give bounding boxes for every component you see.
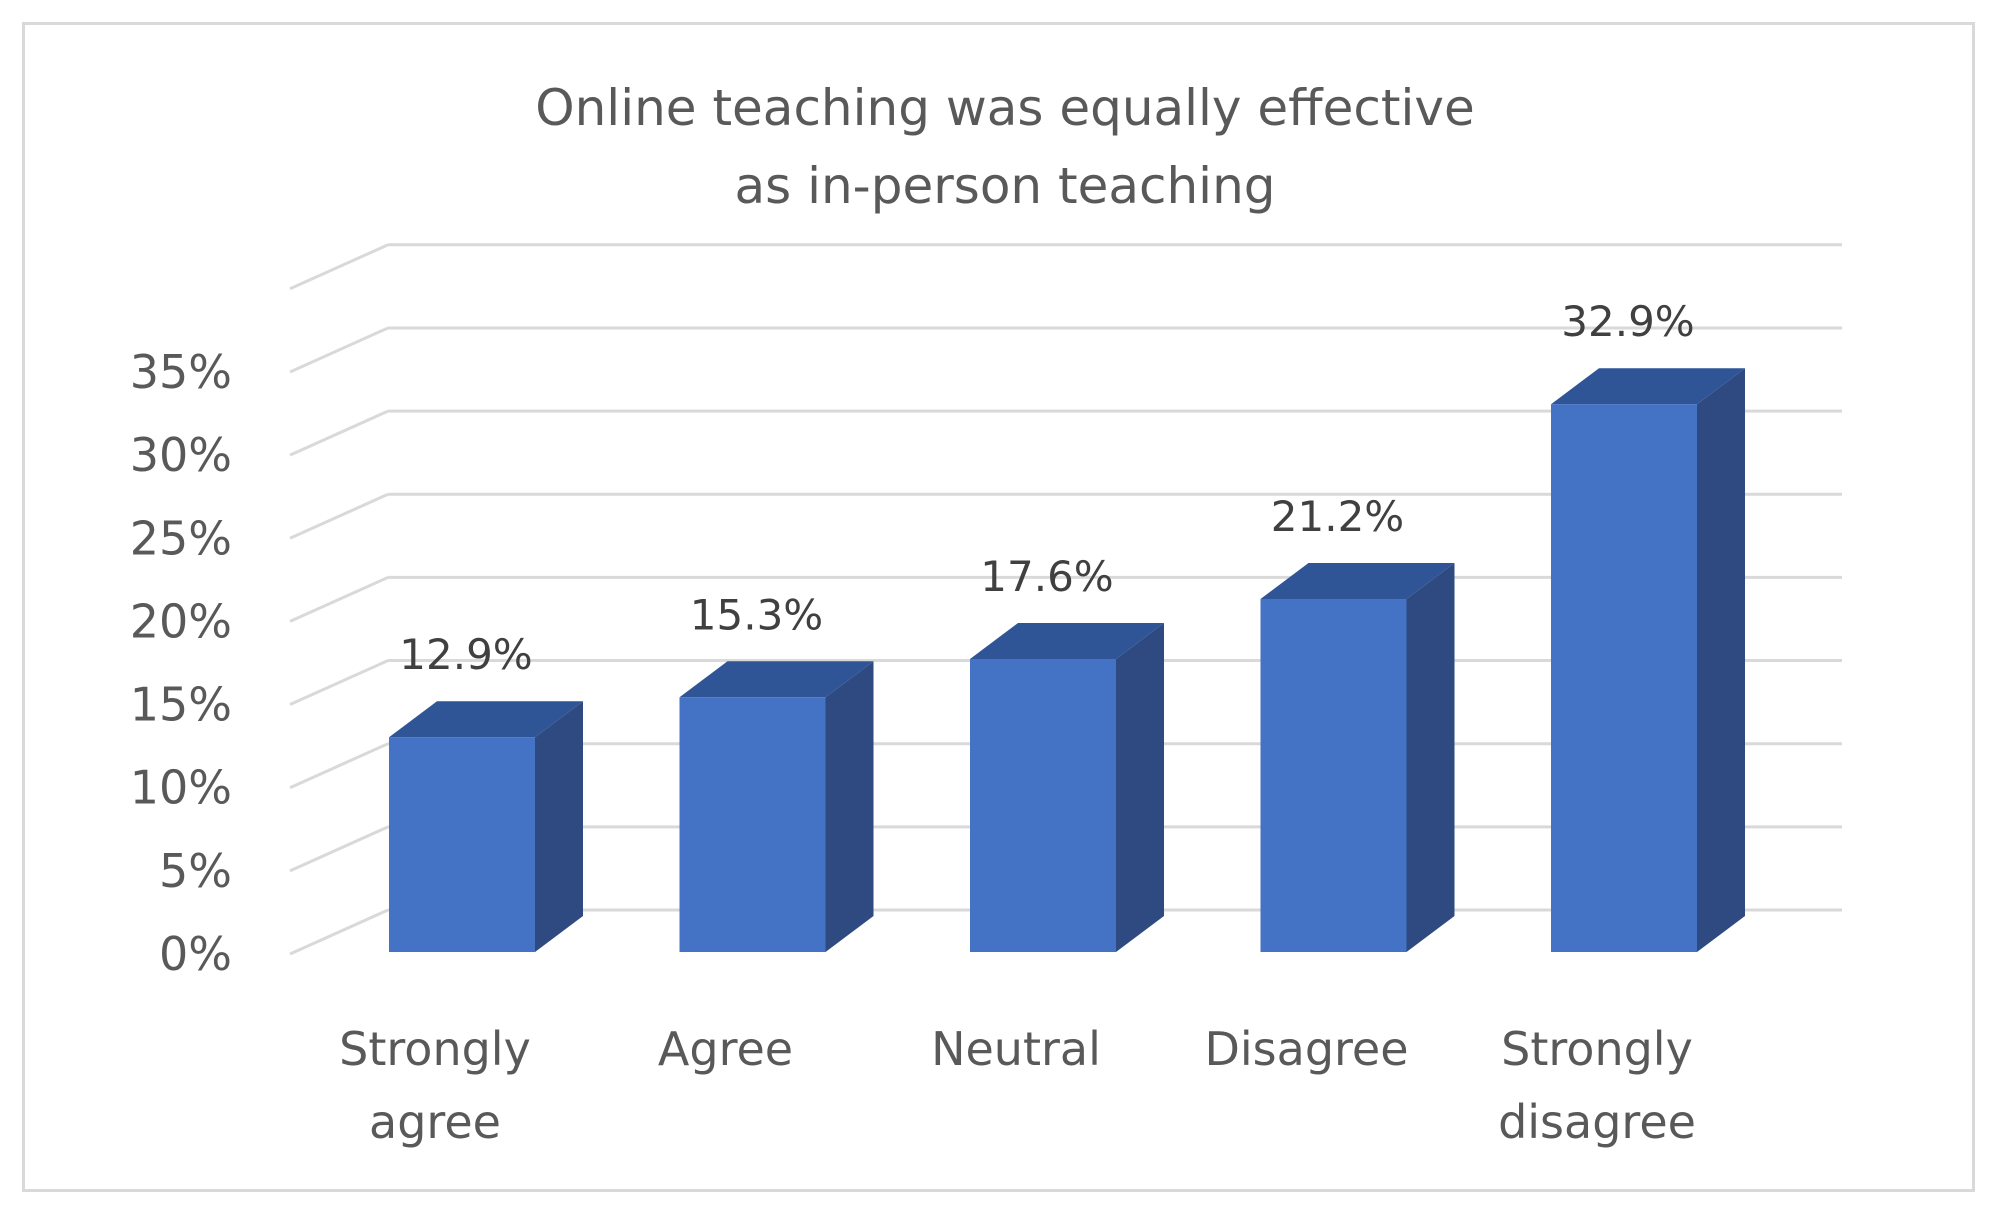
gridline-diagonal bbox=[289, 825, 389, 873]
category-label: disagree bbox=[1498, 1095, 1696, 1149]
data-label: 15.3% bbox=[690, 590, 823, 639]
category-label: Disagree bbox=[1204, 1022, 1408, 1076]
bar bbox=[679, 661, 874, 952]
y-tick-label: 20% bbox=[130, 594, 232, 648]
bar bbox=[970, 622, 1164, 952]
y-tick-label: 30% bbox=[130, 428, 232, 482]
bar-top bbox=[1551, 368, 1745, 405]
data-label: 17.6% bbox=[980, 552, 1113, 601]
data-label: 32.9% bbox=[1561, 297, 1694, 346]
bar-side bbox=[1116, 622, 1164, 952]
gridline-diagonal bbox=[289, 326, 389, 374]
x-axis-categories: Strongly agree Agree Neutral Disagree Strongl… bbox=[339, 1022, 1696, 1149]
chart-frame: Online teaching was equally effective as … bbox=[22, 22, 1975, 1192]
bars bbox=[389, 368, 1745, 953]
gridline-diagonal bbox=[289, 492, 389, 540]
gridline-diagonal bbox=[289, 908, 389, 956]
category-label: agree bbox=[369, 1095, 501, 1149]
data-label: 12.9% bbox=[399, 630, 532, 679]
bar-front bbox=[1260, 599, 1407, 952]
bar-front bbox=[389, 737, 535, 952]
y-tick-label: 15% bbox=[130, 678, 232, 732]
bar-side bbox=[1697, 368, 1745, 953]
chart-title: Online teaching was equally effective as … bbox=[535, 79, 1474, 215]
data-labels: 12.9% 15.3% 17.6% 21.2% 32.9% bbox=[399, 297, 1694, 679]
bar-top bbox=[389, 701, 583, 738]
category-label: Strongly bbox=[339, 1022, 531, 1076]
y-tick-label: 0% bbox=[159, 927, 232, 981]
bar-top bbox=[970, 622, 1164, 659]
bar-front bbox=[1551, 404, 1697, 953]
data-label: 21.2% bbox=[1271, 492, 1404, 541]
gridline-diagonal bbox=[289, 243, 389, 291]
bar-front bbox=[679, 697, 826, 952]
chart-title-line: Online teaching was equally effective bbox=[535, 79, 1474, 137]
y-tick-label: 35% bbox=[130, 345, 232, 399]
chart: Online teaching was equally effective as … bbox=[130, 79, 1842, 1149]
y-axis-ticks: 0% 5% 10% 15% 20% 25% 30% 35% bbox=[130, 345, 232, 981]
bar bbox=[1551, 368, 1745, 953]
gridline-diagonal bbox=[289, 576, 389, 623]
gridline-diagonal bbox=[289, 742, 389, 790]
category-label: Agree bbox=[658, 1022, 793, 1076]
bar-top bbox=[1260, 563, 1455, 600]
y-tick-label: 25% bbox=[130, 511, 232, 565]
bar-side bbox=[1406, 563, 1455, 952]
y-tick-label: 10% bbox=[130, 761, 232, 815]
bar-top bbox=[679, 661, 874, 698]
gridline-diagonal bbox=[289, 659, 389, 706]
bar-side bbox=[825, 661, 874, 952]
y-tick-label: 5% bbox=[159, 844, 232, 898]
bar-side bbox=[535, 701, 583, 952]
bar bbox=[1260, 563, 1455, 952]
chart-title-line: as in-person teaching bbox=[735, 157, 1276, 215]
bar bbox=[389, 701, 583, 952]
gridline-diagonal bbox=[289, 409, 389, 457]
category-label: Strongly bbox=[1501, 1022, 1693, 1076]
bar-front bbox=[970, 658, 1116, 952]
category-label: Neutral bbox=[931, 1022, 1101, 1076]
